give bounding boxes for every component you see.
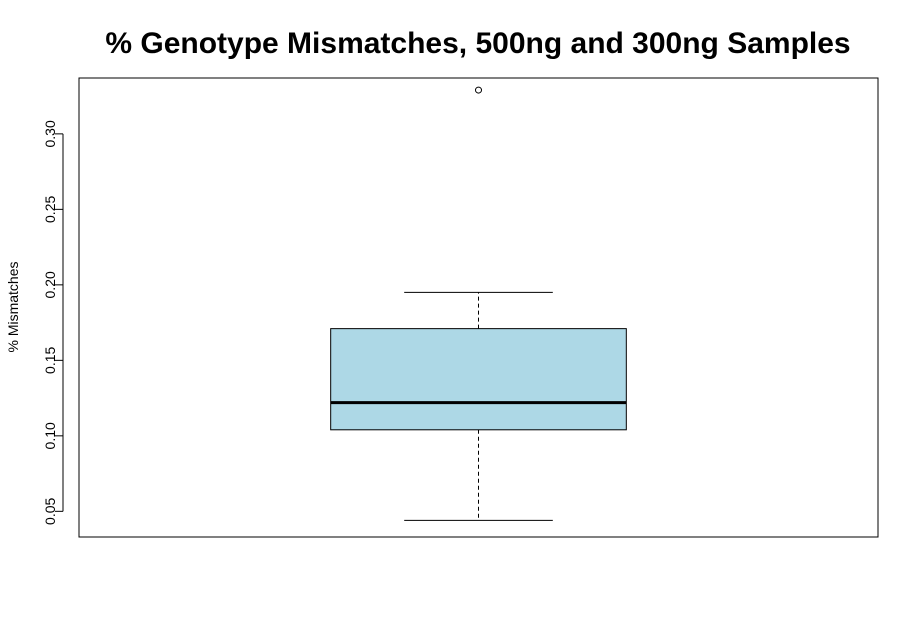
y-axis: 0.05 0.10 0.15 0.20 0.25 0.30 [42, 120, 64, 525]
y-tick-label: 0.20 [42, 271, 58, 298]
chart-title: % Genotype Mismatches, 500ng and 300ng S… [105, 27, 850, 60]
interquartile-box [330, 328, 627, 431]
box-series [330, 86, 627, 521]
plot-frame [78, 77, 879, 538]
y-tick-label: 0.10 [42, 422, 58, 449]
y-axis-label: % Mismatches [5, 261, 21, 352]
y-tick-label: 0.25 [42, 196, 58, 223]
y-tick-label: 0.15 [42, 347, 58, 374]
outlier-point [475, 86, 482, 94]
y-tick-label: 0.05 [42, 497, 58, 524]
y-tick-label: 0.30 [42, 120, 58, 147]
